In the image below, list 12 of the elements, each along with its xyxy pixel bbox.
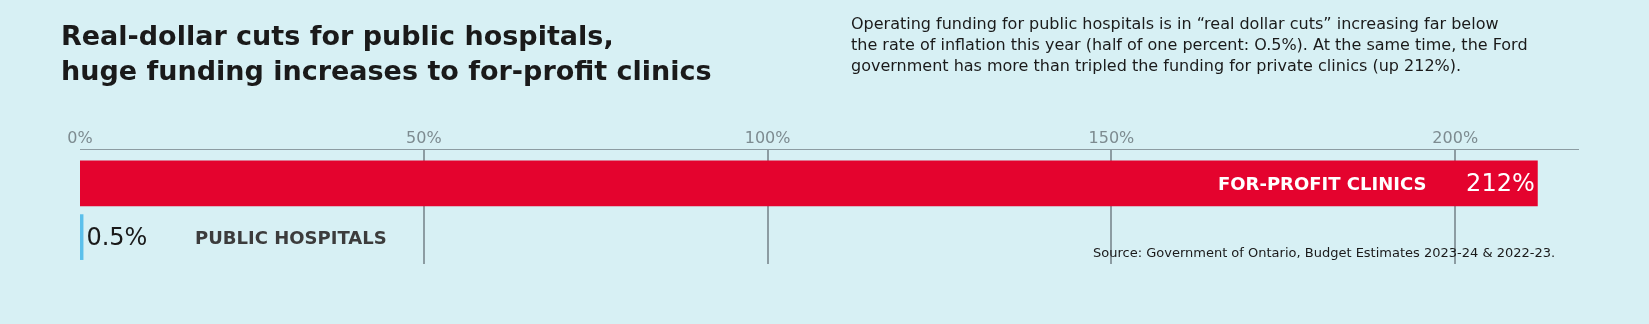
- y-tick-label: PUBLIC HOSPITALS: [195, 227, 387, 248]
- chart-title: Real-dollar cuts for public hospitals, huge funding increases to for-profit clinics: [61, 20, 712, 87]
- y-tick-label: FOR-PROFIT CLINICS: [1218, 173, 1427, 194]
- data-label: 212%: [1466, 169, 1535, 198]
- x-tick-label: 150%: [1088, 127, 1135, 147]
- data-label: 0.5%: [86, 223, 148, 252]
- x-tick-label: 200%: [1432, 127, 1479, 147]
- x-tick-label: 100%: [744, 127, 791, 147]
- x-tick-label: 50%: [406, 127, 442, 147]
- annotation: Source: Government of Ontario, Budget Estimates 2023-24 & 2022-23.: [1093, 245, 1556, 260]
- x-tick-label: 0%: [67, 127, 93, 147]
- chart-subtitle: Operating funding for public hospitals is in “real dollar cuts” increasing far below the rate of inflation this year (half of one percent: O.5%). At the same time, the Ford government has more than tripled the funding for private clinics (up 212%).: [851, 14, 1528, 75]
